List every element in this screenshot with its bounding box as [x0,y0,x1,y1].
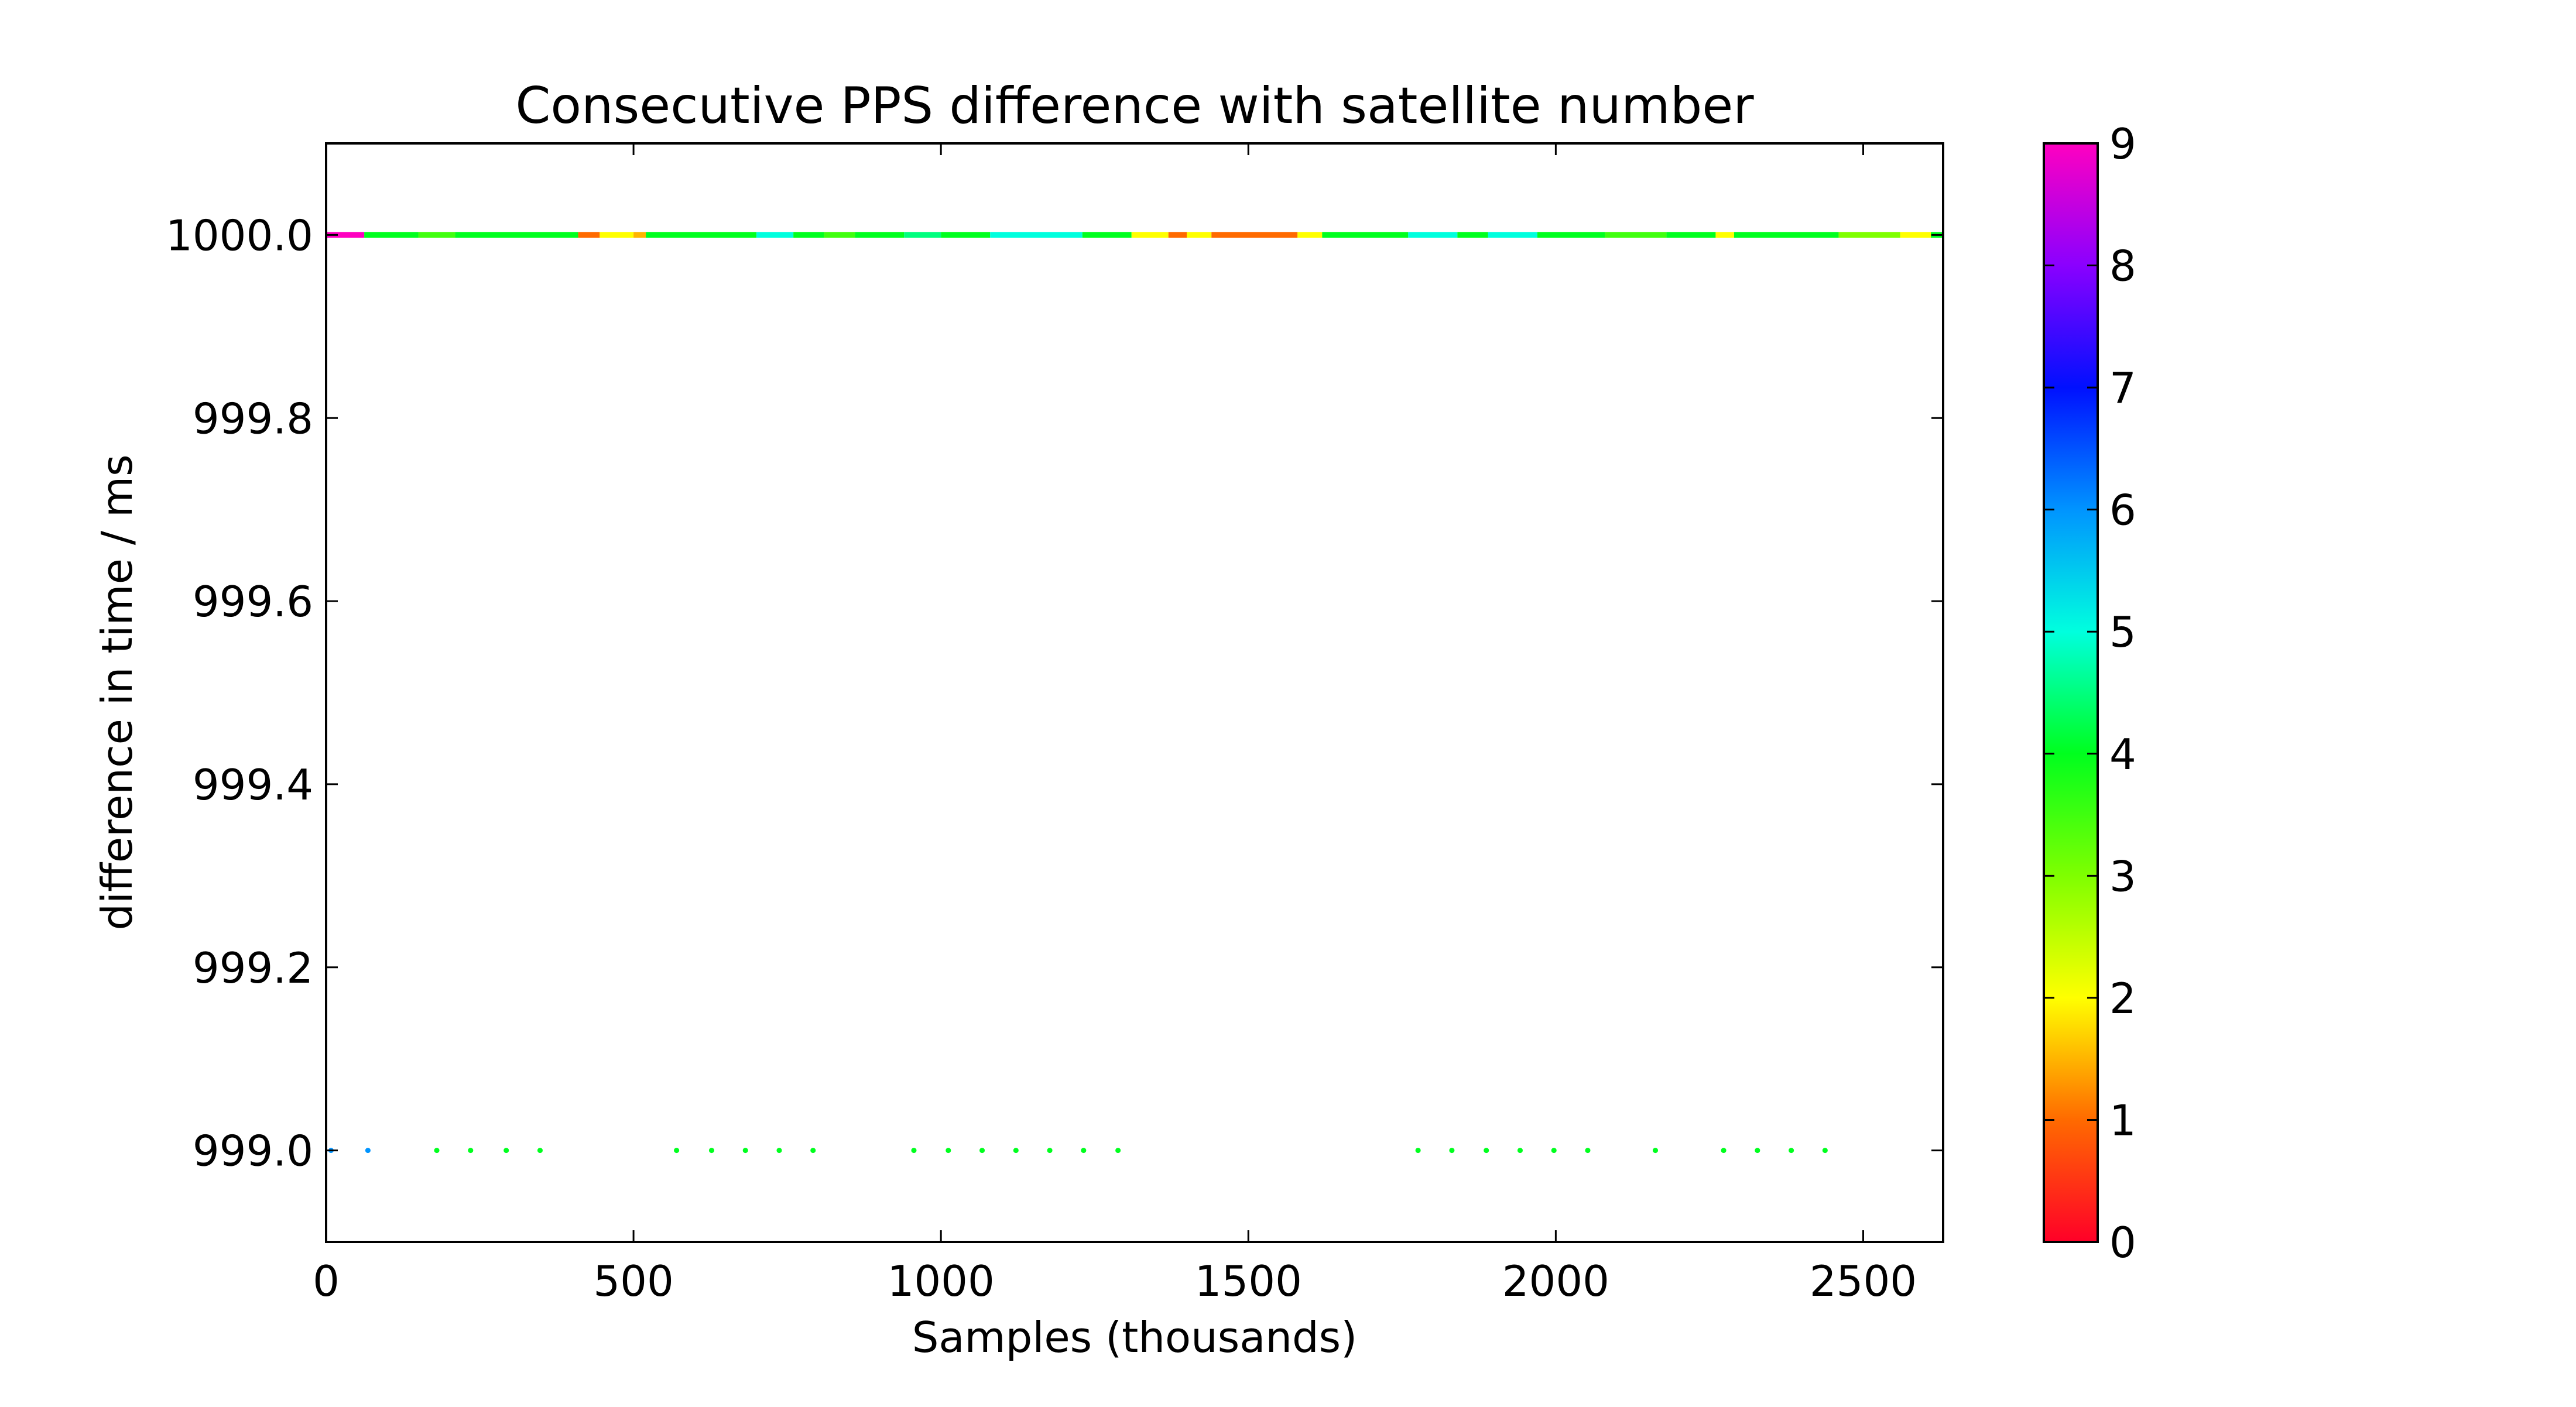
point-999-11 [911,1148,917,1154]
x-tick-label-5: 2500 [1810,1257,1917,1306]
point-999-10 [810,1148,816,1154]
colorbar-tick-label-5: 5 [2109,608,2136,657]
colorbar-ticks: 0 1 2 3 4 5 6 7 8 9 [2044,119,2136,1267]
point-999-8 [742,1148,748,1154]
x-tick-label-0: 0 [313,1257,340,1306]
y-axis-label: difference in time / ms [93,454,142,930]
point-999-28 [1822,1148,1828,1154]
colorbar-tick-label-4: 4 [2109,730,2136,779]
plot-frame [325,142,1944,1243]
point-999-5 [537,1148,543,1154]
point-999-14 [1013,1148,1019,1154]
point-999-27 [1789,1148,1794,1154]
point-999-18 [1415,1148,1421,1154]
x-tick-label-4: 2000 [1502,1257,1609,1306]
point-999-6 [674,1148,680,1154]
chart-title: Consecutive PPS difference with satellit… [515,77,1754,135]
point-999-26 [1755,1148,1760,1154]
point-999-12 [946,1148,951,1154]
point-999-7 [708,1148,714,1154]
point-999-15 [1047,1148,1053,1154]
point-999-4 [503,1148,509,1154]
x-axis-ticks: 0 500 1000 1500 2000 2500 [313,143,1917,1306]
colorbar [2043,142,2099,1243]
point-999-23 [1585,1148,1591,1154]
plot-marks [326,232,1943,1154]
point-999-22 [1551,1148,1557,1154]
colorbar-tick-label-8: 8 [2109,242,2136,291]
point-999-16 [1081,1148,1087,1154]
point-999-9 [776,1148,782,1154]
y-tick-label-0: 999.0 [193,1127,313,1176]
point-999-24 [1653,1148,1659,1154]
colorbar-tick-label-7: 7 [2109,363,2136,413]
point-999-25 [1721,1148,1727,1154]
colorbar-tick-label-0: 0 [2109,1218,2136,1267]
y-tick-label-5: 1000.0 [166,211,313,260]
colorbar-tick-label-6: 6 [2109,486,2136,535]
point-999-19 [1449,1148,1455,1154]
y-tick-label-3: 999.6 [193,577,313,626]
point-999-20 [1484,1148,1489,1154]
colorbar-tick-label-2: 2 [2109,974,2136,1023]
point-999-13 [979,1148,985,1154]
x-tick-label-1: 500 [593,1257,673,1306]
point-999-1 [365,1148,371,1154]
x-tick-label-3: 1500 [1195,1257,1302,1306]
point-999-17 [1115,1148,1121,1154]
y-axis-ticks: 999.0 999.2 999.4 999.6 999.8 1000.0 [166,211,1943,1176]
colorbar-tick-label-3: 3 [2109,852,2136,901]
y-tick-label-4: 999.8 [193,394,313,443]
point-999-2 [434,1148,440,1154]
colorbar-tick-label-9: 9 [2109,119,2136,169]
y-tick-label-2: 999.4 [193,760,313,809]
colorbar-tick-label-1: 1 [2109,1096,2136,1145]
x-axis-label: Samples (thousands) [912,1313,1358,1362]
y-tick-label-1: 999.2 [193,943,313,993]
point-999-21 [1517,1148,1523,1154]
x-tick-label-2: 1000 [888,1257,995,1306]
point-999-3 [468,1148,474,1154]
